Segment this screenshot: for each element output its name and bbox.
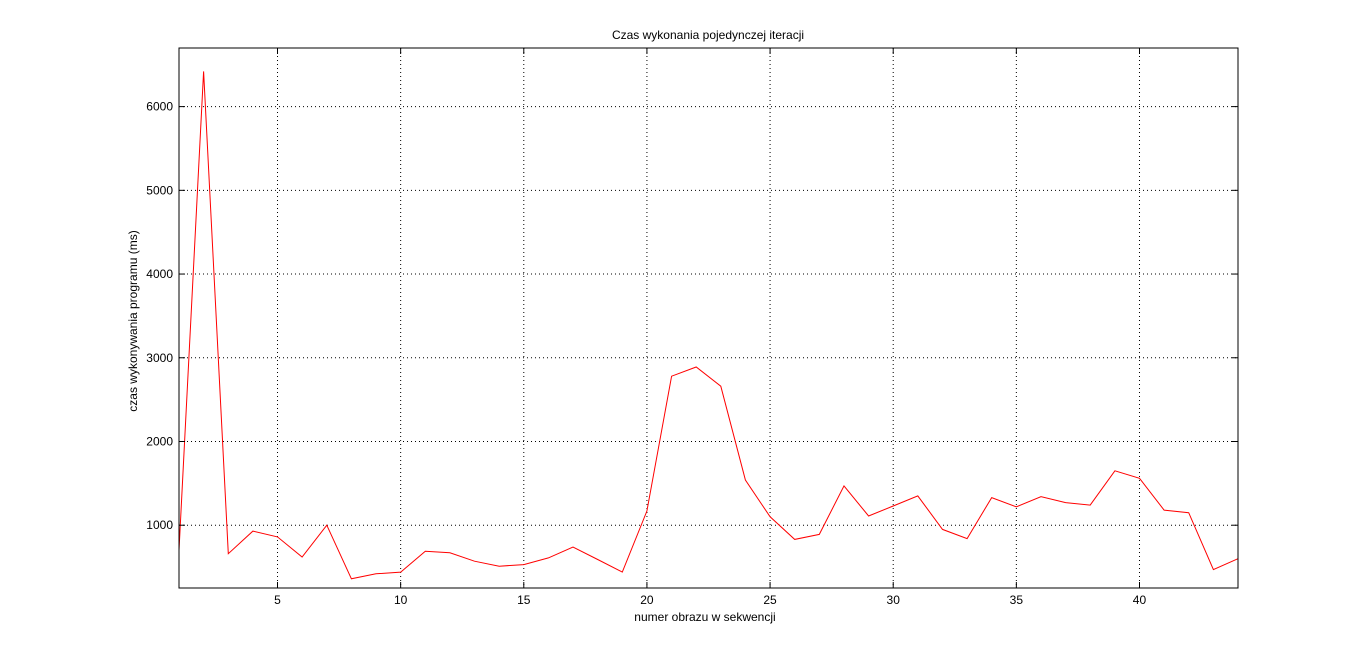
y-tick-label: 6000 [146,100,173,114]
x-tick-label: 10 [394,593,408,607]
x-tick-label: 40 [1133,593,1147,607]
x-tick-label: 30 [887,593,901,607]
grid [179,48,1238,588]
series-line-0 [178,71,1239,580]
x-tick-label: 5 [274,593,281,607]
y-tick-label: 5000 [146,183,173,197]
x-tick-label: 15 [517,593,531,607]
y-tick-label: 1000 [146,518,173,532]
y-tick-label: 2000 [146,434,173,448]
series-layer [178,71,1239,580]
plot-area-background [179,48,1238,588]
x-tick-label: 20 [640,593,654,607]
y-tick-label: 4000 [146,267,173,281]
axis-ticks: 5 10 15 20 25 30 35 40 1000 2000 3000 4000 5000 6000 [146,48,1238,607]
plot-area-border [178,47,1239,589]
y-tick-label: 3000 [146,351,173,365]
x-tick-label: 25 [763,593,777,607]
x-axis-label: numer obrazu w sekwencji [634,610,775,624]
chart-title: Czas wykonania pojedynczej iteracji [612,28,804,42]
x-tick-label: 35 [1010,593,1024,607]
y-axis-label: czas wykonywania programu (ms) [126,230,140,411]
